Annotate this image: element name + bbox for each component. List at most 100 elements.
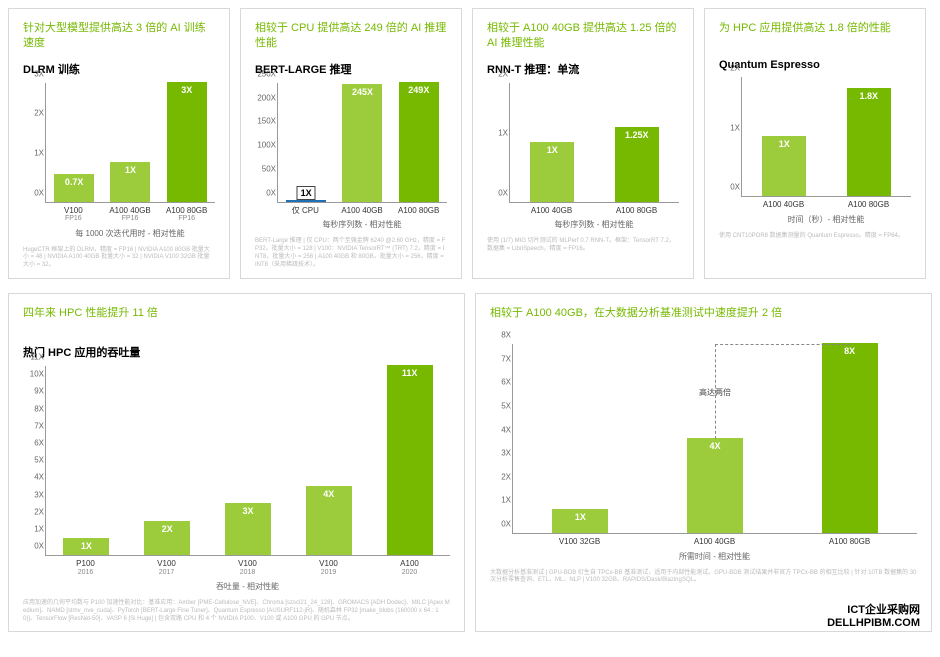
x-labels: V100 32GBA100 40GBA100 80GB [512,537,917,547]
bar: 2X [144,521,190,556]
x-label-main: 仅 CPU [277,206,334,216]
bar: 245X [342,84,382,202]
bar-value-label: 249X [408,85,429,95]
axis-label: 吞吐量 - 相对性能 [45,581,450,592]
card-title: 四年来 HPC 性能提升 11 倍 [23,306,450,334]
y-tick: 7X [24,421,44,430]
bar-wrap: 1X [762,136,806,196]
y-tick: 0X [491,520,511,529]
chart-card: 针对大型模型提供高达 3 倍的 AI 训练速度DLRM 训练0X1X2X3X0.… [8,8,230,279]
card-subtitle: BERT-LARGE 推理 [255,61,447,77]
bar-value-label: 11X [402,368,418,378]
bar-value-label: 1.25X [625,130,649,140]
x-label: A100 80GB [594,206,679,216]
bar-value-label: 1.8X [859,91,878,101]
y-tick: 200X [256,93,276,102]
x-label: A1002020 [369,559,450,577]
bar-wrap: 1X [552,509,608,533]
x-label-main: V100 [45,206,102,216]
chart-card: 相较于 A100 40GB 提供高达 1.25 倍的 AI 推理性能RNN-T … [472,8,694,279]
y-tick: 2X [491,472,511,481]
bar-value-label: 1X [297,186,316,200]
x-label: V1002018 [207,559,288,577]
y-tick: 5X [24,456,44,465]
bars-container: 0.7X 1X 3X [46,83,215,202]
axis-label: 每秒序列数 - 相对性能 [509,219,679,230]
y-tick: 8X [24,404,44,413]
x-label-sub: 2018 [207,569,288,577]
watermark: ICT企业采购网 DELLHPIBM.COM [827,604,920,630]
x-label: 仅 CPU [277,206,334,216]
y-tick: 2X [24,109,44,118]
y-tick: 0X [488,188,508,197]
bar-value-label: 1X [779,139,790,149]
y-tick: 0X [720,183,740,192]
bar: 1X [552,509,608,533]
bar-chart: 0X1X2X3X4X5X6X7X8X1X4X8X高达两倍 [512,344,917,534]
bar: 1.25X [615,127,659,202]
bar-wrap: 1X [110,162,150,202]
x-label-sub: FP16 [158,215,215,223]
bar-chart: 0X1X2X3X4X5X6X7X8X9X10X11X1X2X3X4X11X [45,366,450,556]
card-footnote: 应用加速的几何平均数与 P100 加速性能对比：基准应用：Amber [PME-… [23,600,450,623]
card-title: 相较于 A100 40GB 提供高达 1.25 倍的 AI 推理性能 [487,21,679,51]
bar-value-label: 1X [125,165,136,175]
x-label-main: P100 [45,559,126,569]
x-labels: 仅 CPUA100 40GBA100 80GB [277,206,447,216]
x-labels: P1002016V1002017V1002018V1002019A1002020 [45,559,450,577]
card-footnote: BERT-Large 推理 | 仅 CPU：两个至强金牌 6240 @2.60 … [255,238,447,269]
bar-wrap: 11X [387,365,433,555]
bar-value-label: 3X [181,85,192,95]
chart-card: 相较于 A100 40GB，在大数据分析基准测试中速度提升 2 倍0X1X2X3… [475,293,932,632]
x-labels: A100 40GBA100 80GB [741,200,911,210]
watermark-line1: ICT企业采购网 [827,604,920,617]
bars-container: 1X 245X 249X [278,83,447,202]
bar-wrap: 3X [167,82,207,202]
bar-value-label: 2X [162,524,173,534]
bars-container: 1X 1.8X [742,77,911,196]
y-tick: 4X [491,425,511,434]
bar-wrap: 4X [306,486,352,555]
bar-value-label: 1X [547,145,558,155]
bar-chart: 0X1X2X1X1.8X [741,77,911,197]
card-title: 相较于 CPU 提供高达 249 倍的 AI 推理性能 [255,21,447,51]
y-tick: 3X [24,490,44,499]
bar-wrap: 4X [687,438,743,533]
axis-label: 每秒序列数 - 相对性能 [277,219,447,230]
bar: 4X [687,438,743,533]
card-subtitle: Quantum Espresso [719,59,911,71]
x-label-main: A100 80GB [158,206,215,216]
annotation-label: 高达两倍 [699,387,731,398]
bar-wrap: 1.25X [615,127,659,202]
x-label-main: A100 80GB [826,200,911,210]
chart-card: 四年来 HPC 性能提升 11 倍热门 HPC 应用的吞吐量0X1X2X3X4X… [8,293,465,632]
bar-value-label: 4X [709,441,720,451]
x-label-main: A100 40GB [509,206,594,216]
card-footnote: 大数据分析基准测试 | GPU-BDB 衍生自 TPCx-BB 基准测试，适用于… [490,570,917,588]
x-label: V1002019 [288,559,369,577]
x-label: A100 80GB [826,200,911,210]
bar-wrap: 1.8X [847,88,891,196]
y-tick: 1X [488,129,508,138]
bar-value-label: 0.7X [65,177,84,187]
bar-wrap: 1X [530,142,574,202]
x-label-main: A100 [369,559,450,569]
x-label: A100 40GB [334,206,391,216]
axis-label: 时间（秒）- 相对性能 [741,214,911,225]
x-labels: V100FP16A100 40GBFP16A100 80GBFP16 [45,206,215,224]
x-label: A100 40GB [647,537,782,547]
x-label-main: V100 [126,559,207,569]
bar-wrap: 8X [822,343,878,533]
card-subtitle: 热门 HPC 应用的吞吐量 [23,344,450,360]
y-tick: 1X [24,149,44,158]
bar: 1X [286,200,326,202]
x-label: V100 32GB [512,537,647,547]
y-tick: 2X [488,69,508,78]
bar-value-label: 1X [575,512,586,522]
axis-label: 每 1000 次迭代用时 - 相对性能 [45,228,215,239]
x-label-main: V100 [207,559,288,569]
y-tick: 1X [491,496,511,505]
x-label: P1002016 [45,559,126,577]
x-label-main: A100 40GB [102,206,159,216]
x-label: A100 80GB [390,206,447,216]
